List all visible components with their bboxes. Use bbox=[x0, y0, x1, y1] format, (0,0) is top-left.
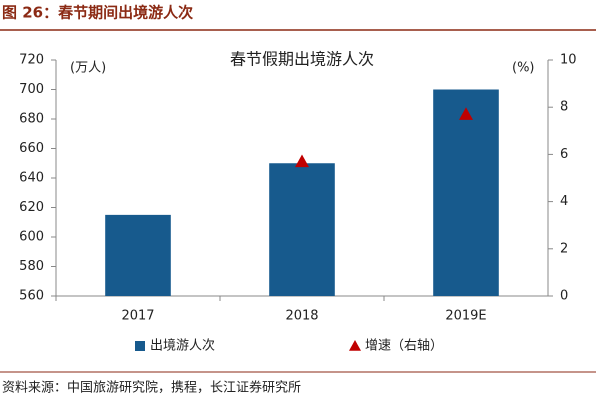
figure-title: 图 26：春节期间出境游人次 bbox=[2, 4, 193, 22]
y-tick-label: 600 bbox=[19, 230, 44, 245]
y2-tick-label: 0 bbox=[560, 289, 568, 304]
y-tick-label: 580 bbox=[19, 259, 44, 274]
marker bbox=[459, 107, 473, 120]
legend-label: 增速（右轴） bbox=[365, 339, 443, 354]
legend-swatch bbox=[135, 341, 145, 351]
y-tick-label: 640 bbox=[19, 171, 44, 186]
y2-axis-label: (%) bbox=[512, 61, 535, 76]
x-tick-label: 2018 bbox=[285, 309, 318, 324]
y2-tick-label: 8 bbox=[560, 100, 568, 115]
y-tick-label: 560 bbox=[19, 289, 44, 304]
chart-title: 春节假期出境游人次 bbox=[230, 50, 374, 69]
legend-label: 出境游人次 bbox=[150, 338, 215, 354]
y2-tick-label: 4 bbox=[560, 194, 568, 209]
y-tick-label: 660 bbox=[19, 141, 44, 156]
y-tick-label: 680 bbox=[19, 112, 44, 127]
x-tick-label: 2019E bbox=[445, 309, 486, 324]
y-axis-label: (万人) bbox=[70, 61, 106, 76]
y2-tick-label: 10 bbox=[560, 53, 577, 68]
marker bbox=[295, 154, 309, 168]
y-tick-label: 720 bbox=[19, 53, 44, 68]
y2-tick-label: 2 bbox=[560, 241, 568, 256]
bar bbox=[269, 163, 335, 296]
bar bbox=[433, 89, 499, 296]
legend-swatch bbox=[349, 340, 361, 351]
y-tick-label: 700 bbox=[19, 82, 44, 97]
x-tick-label: 2017 bbox=[121, 309, 154, 324]
y-tick-label: 620 bbox=[19, 200, 44, 215]
bar bbox=[105, 214, 171, 296]
source: 资料来源：中国旅游研究院，携程，长江证券研究所 bbox=[2, 380, 301, 396]
y2-tick-label: 6 bbox=[560, 147, 568, 162]
